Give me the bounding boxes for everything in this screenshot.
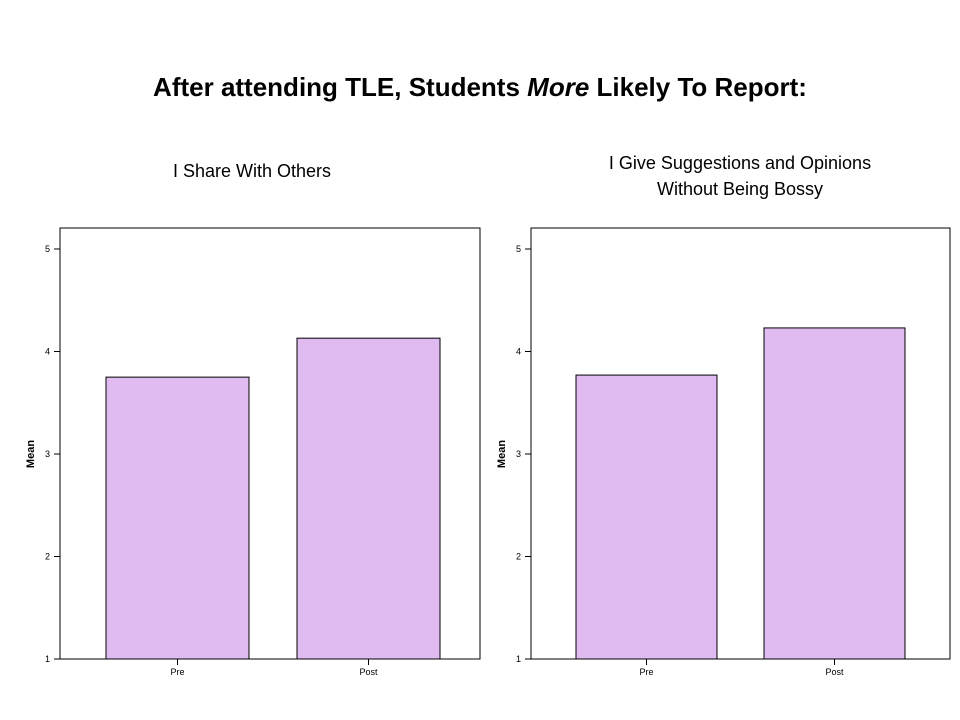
bar-pre bbox=[575, 374, 718, 660]
y-tick-label: 4 bbox=[45, 347, 50, 357]
y-tick-label: 4 bbox=[516, 347, 521, 357]
page-title-part1: After attending TLE, Students bbox=[153, 72, 528, 102]
y-tick-label: 5 bbox=[45, 244, 50, 254]
bar-pre bbox=[105, 376, 250, 660]
y-tick-label: 5 bbox=[516, 244, 521, 254]
bar-chart-share: 1 2 3 4 5 Mean Pre Post bbox=[25, 227, 481, 677]
x-tick-label: Pre bbox=[170, 667, 184, 677]
chart-title-suggestions: I Give Suggestions and Opinions Without … bbox=[540, 150, 940, 202]
y-tick-label: 2 bbox=[516, 552, 521, 562]
plot-frame bbox=[530, 227, 951, 660]
chart-title-line2: Without Being Bossy bbox=[656, 179, 824, 199]
bar-post bbox=[763, 327, 906, 660]
plot-frame bbox=[59, 227, 481, 660]
y-axis-label: Mean bbox=[496, 440, 508, 468]
page-title-part2: Likely To Report: bbox=[589, 72, 807, 102]
y-tick-label: 3 bbox=[45, 449, 50, 459]
x-tick-label: Post bbox=[825, 667, 844, 677]
bar-post bbox=[296, 337, 441, 660]
page-title-emphasis: More bbox=[527, 72, 590, 102]
y-tick-label: 2 bbox=[45, 552, 50, 562]
y-tick-label: 1 bbox=[45, 654, 50, 664]
chart-title-share: I Share With Others bbox=[172, 161, 332, 181]
x-tick-label: Post bbox=[359, 667, 378, 677]
x-tick-label: Pre bbox=[639, 667, 653, 677]
y-axis-label: Mean bbox=[25, 440, 37, 468]
y-tick-label: 3 bbox=[516, 449, 521, 459]
y-tick-label: 1 bbox=[516, 654, 521, 664]
page-title: After attending TLE, Students More Likel… bbox=[0, 72, 960, 103]
chart-title-line1: I Give Suggestions and Opinions bbox=[608, 153, 872, 173]
